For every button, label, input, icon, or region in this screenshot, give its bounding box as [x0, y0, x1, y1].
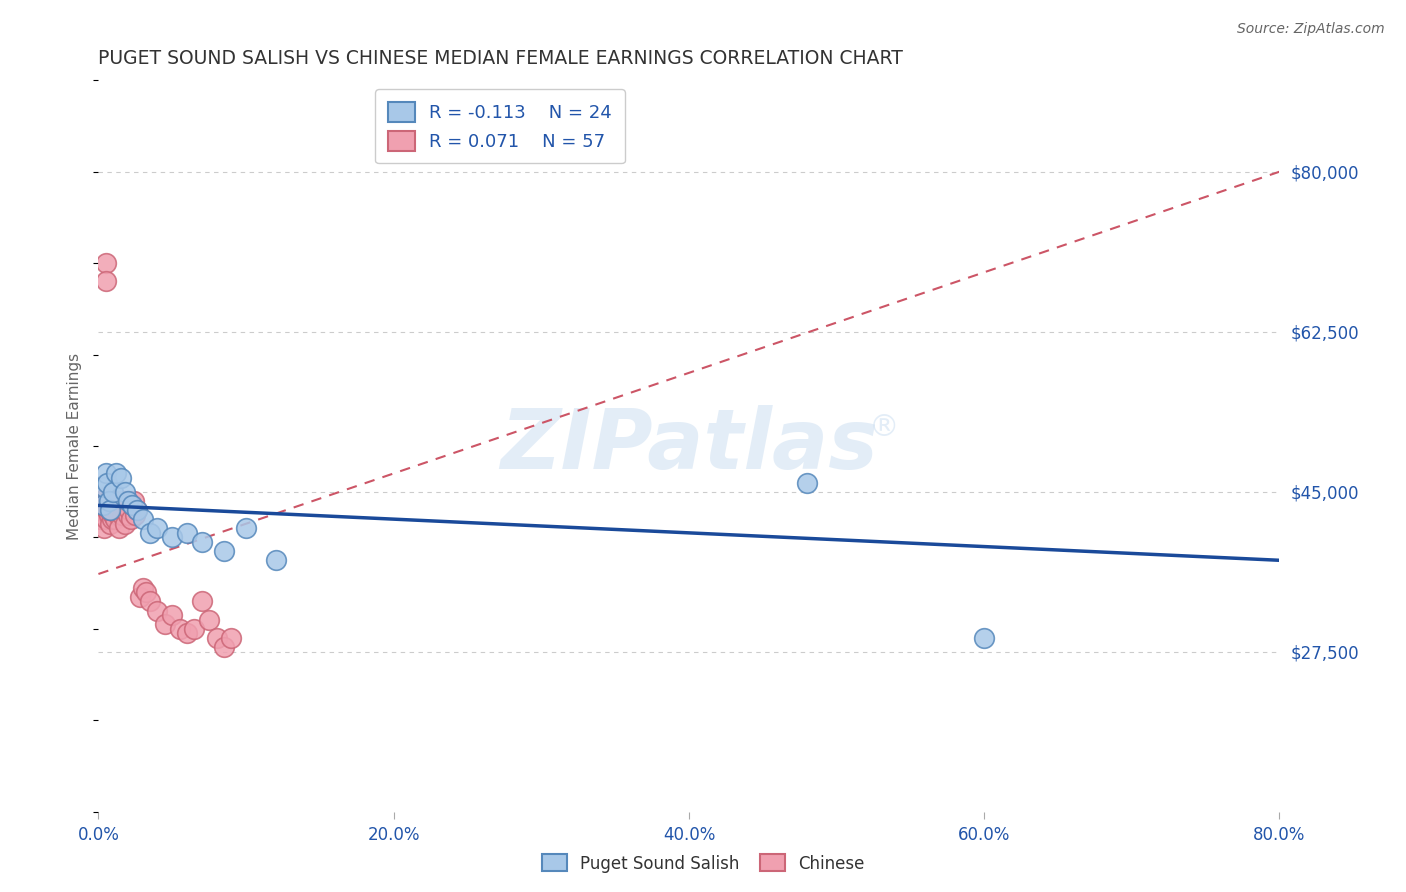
Point	[108, 521, 131, 535]
Point	[93, 480, 115, 494]
Point	[96, 493, 118, 508]
Point	[125, 503, 148, 517]
Point	[169, 622, 191, 636]
Point	[111, 508, 134, 522]
Point	[122, 493, 145, 508]
Point	[153, 617, 176, 632]
Point	[114, 493, 136, 508]
Point	[973, 631, 995, 645]
Point	[110, 471, 132, 485]
Point	[103, 508, 125, 522]
Point	[221, 631, 243, 645]
Point	[100, 512, 122, 526]
Point	[118, 503, 141, 517]
Text: ®: ®	[869, 413, 898, 442]
Point	[117, 508, 139, 522]
Point	[97, 493, 120, 508]
Point	[104, 512, 127, 526]
Point	[98, 503, 121, 517]
Point	[212, 640, 235, 655]
Point	[183, 622, 205, 636]
Point	[98, 516, 121, 531]
Point	[105, 467, 128, 481]
Point	[110, 493, 132, 508]
Point	[114, 516, 136, 531]
Point	[205, 631, 228, 645]
Point	[139, 594, 162, 608]
Point	[191, 535, 214, 549]
Point	[162, 530, 183, 544]
Point	[115, 503, 138, 517]
Point	[97, 508, 120, 522]
Y-axis label: Median Female Earnings: Median Female Earnings	[67, 352, 83, 540]
Point	[91, 508, 114, 522]
Text: Source: ZipAtlas.com: Source: ZipAtlas.com	[1237, 22, 1385, 37]
Point	[94, 256, 117, 270]
Point	[132, 581, 155, 595]
Point	[107, 508, 129, 522]
Point	[212, 544, 235, 558]
Point	[112, 503, 135, 517]
Point	[125, 503, 148, 517]
Point	[198, 613, 221, 627]
Point	[91, 499, 114, 513]
Point	[264, 553, 287, 567]
Point	[100, 493, 122, 508]
Point	[97, 503, 120, 517]
Point	[121, 499, 143, 513]
Point	[97, 499, 120, 513]
Point	[103, 499, 125, 513]
Point	[124, 508, 146, 522]
Legend: R = -0.113    N = 24, R = 0.071    N = 57: R = -0.113 N = 24, R = 0.071 N = 57	[375, 89, 624, 163]
Legend: Puget Sound Salish, Chinese: Puget Sound Salish, Chinese	[536, 847, 870, 880]
Point	[114, 484, 136, 499]
Text: PUGET SOUND SALISH VS CHINESE MEDIAN FEMALE EARNINGS CORRELATION CHART: PUGET SOUND SALISH VS CHINESE MEDIAN FEM…	[98, 48, 903, 68]
Point	[98, 503, 121, 517]
Point	[191, 594, 214, 608]
Point	[139, 525, 162, 540]
Point	[94, 274, 117, 288]
Point	[135, 585, 157, 599]
Point	[796, 475, 818, 490]
Point	[117, 493, 139, 508]
Text: ZIPatlas: ZIPatlas	[501, 406, 877, 486]
Point	[117, 493, 139, 508]
Point	[94, 467, 117, 481]
Point	[235, 521, 257, 535]
Point	[93, 493, 115, 508]
Point	[94, 512, 117, 526]
Point	[146, 521, 169, 535]
Point	[96, 489, 118, 503]
Point	[104, 493, 127, 508]
Point	[121, 499, 143, 513]
Point	[103, 484, 125, 499]
Point	[162, 608, 183, 623]
Point	[176, 525, 198, 540]
Point	[91, 499, 114, 513]
Point	[146, 603, 169, 617]
Point	[90, 503, 112, 517]
Point	[128, 590, 150, 604]
Point	[110, 499, 132, 513]
Point	[96, 503, 118, 517]
Point	[176, 626, 198, 640]
Point	[93, 521, 115, 535]
Point	[89, 512, 111, 526]
Point	[96, 475, 118, 490]
Point	[105, 503, 128, 517]
Point	[132, 512, 155, 526]
Point	[120, 512, 142, 526]
Point	[90, 493, 112, 508]
